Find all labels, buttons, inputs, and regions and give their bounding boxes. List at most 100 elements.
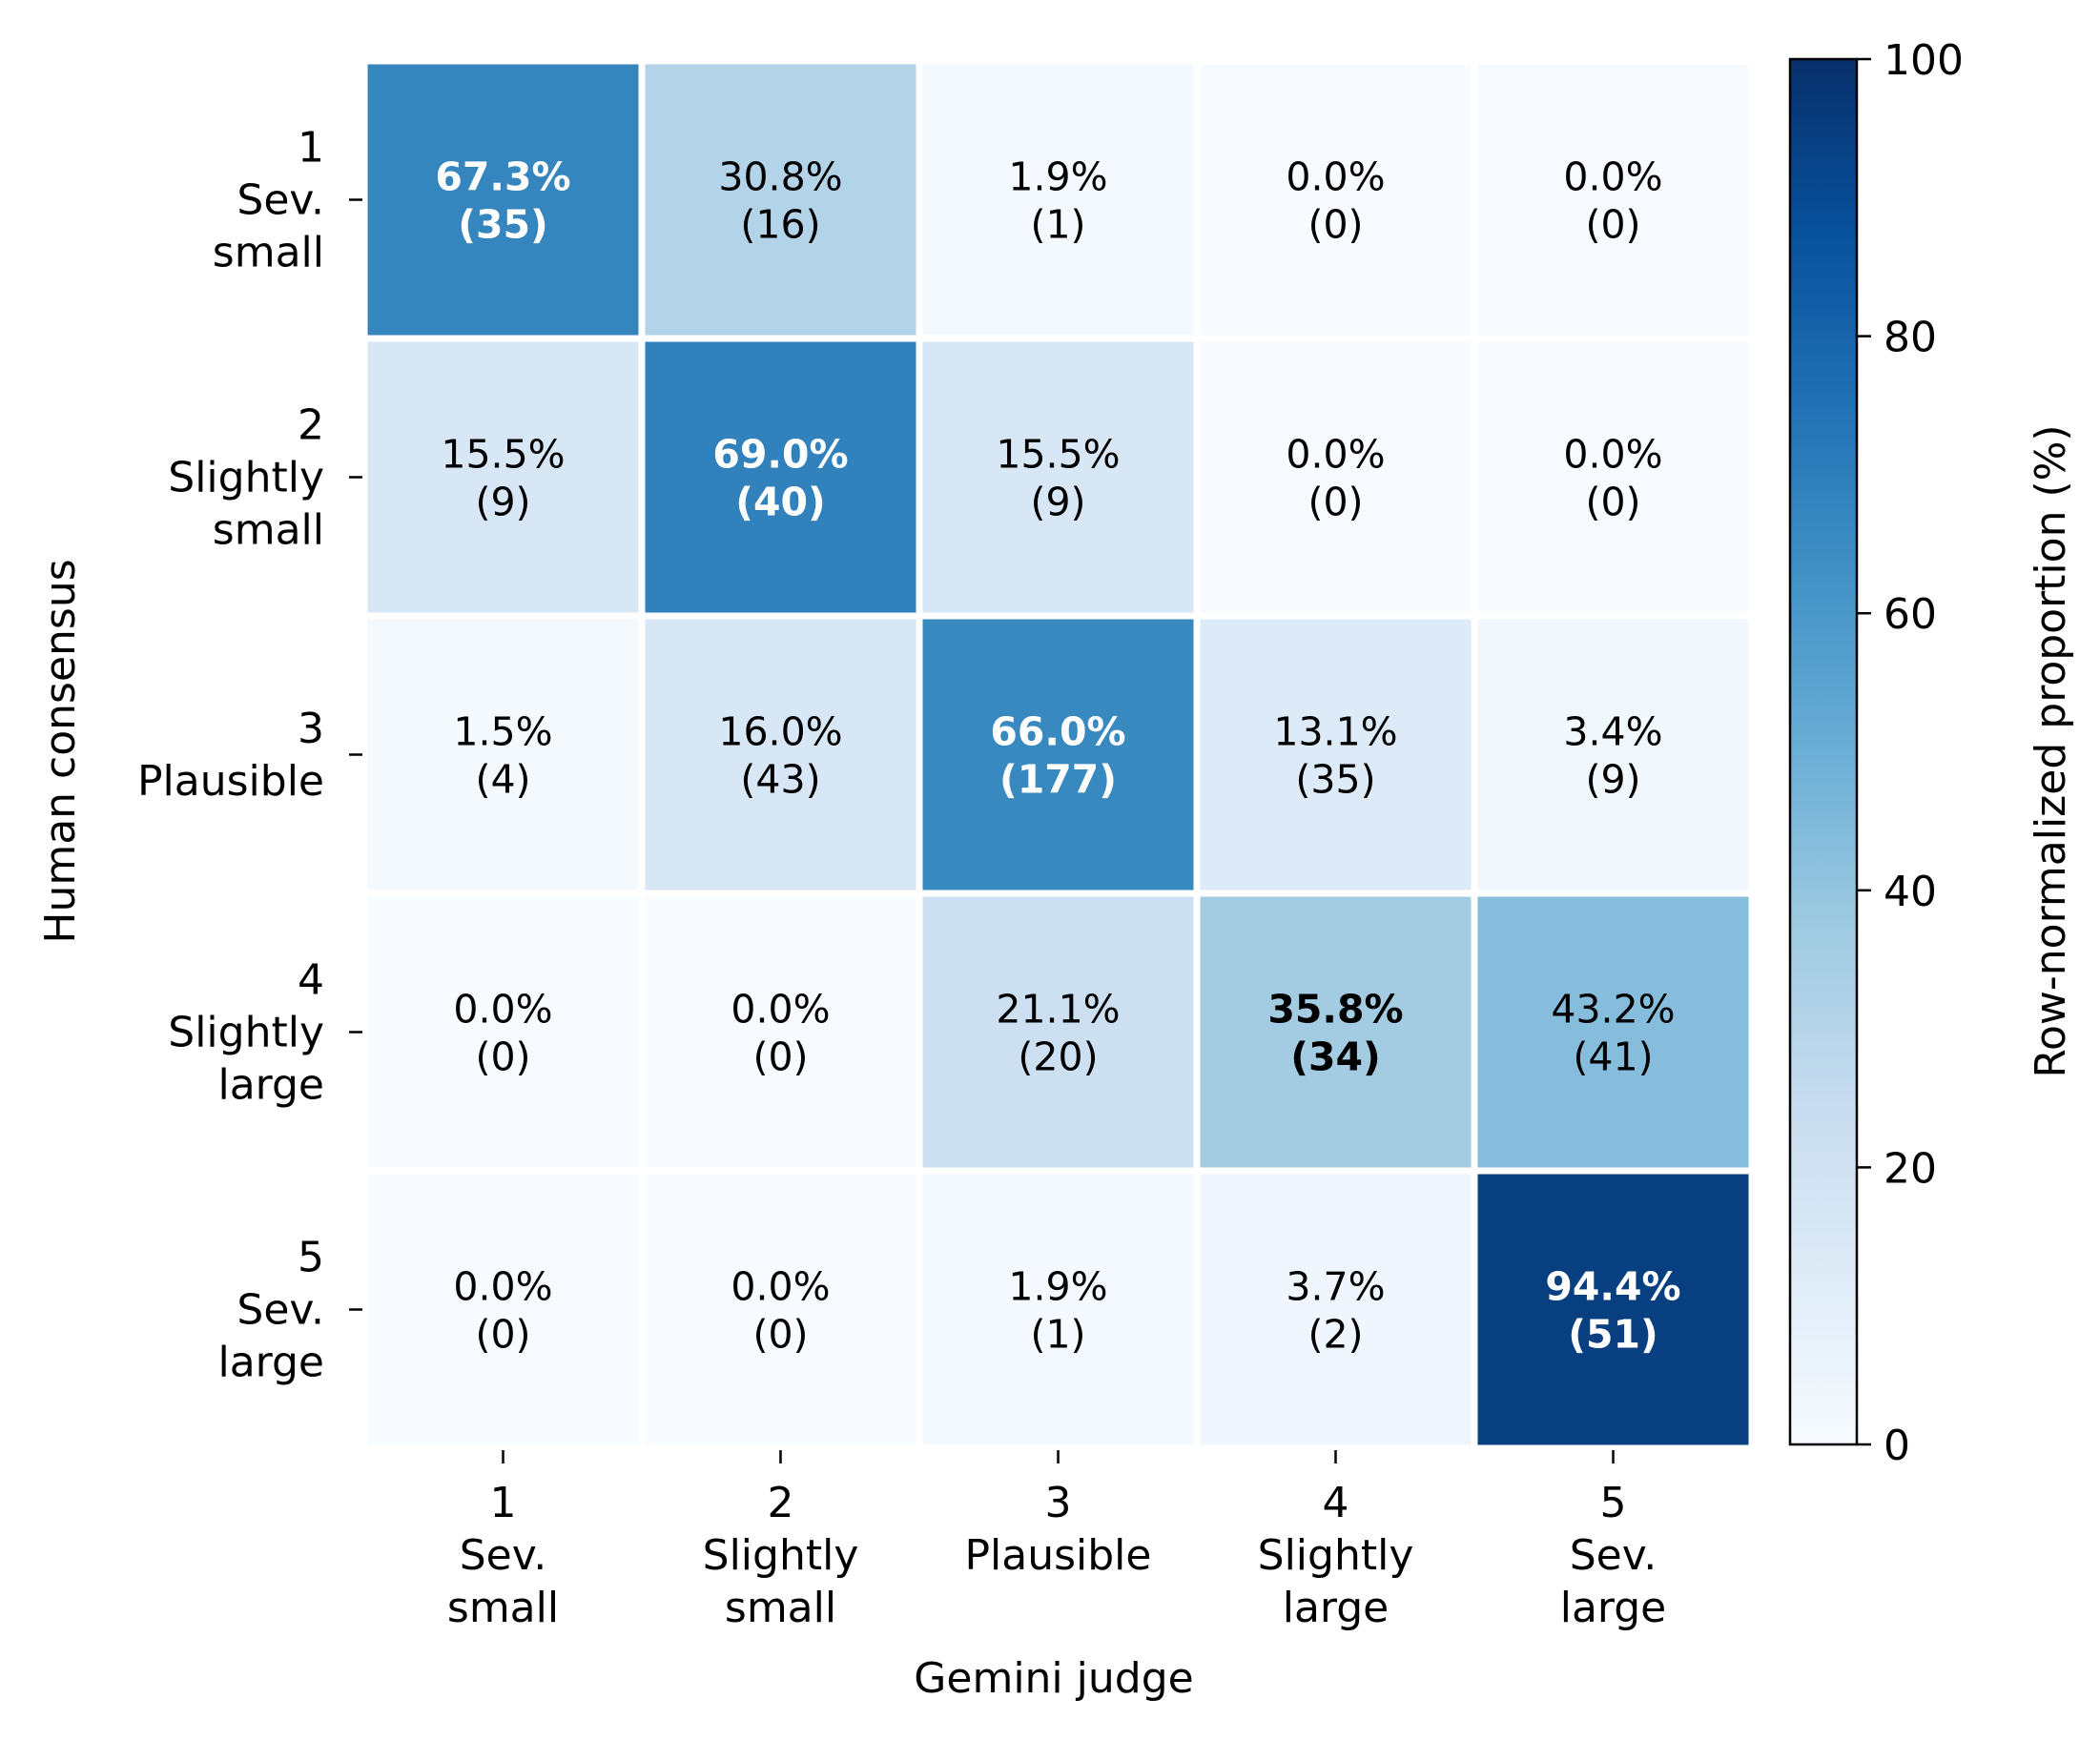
colorbar-tick-label: 40 [1884, 868, 1937, 916]
cell-count-label: (35) [458, 202, 548, 248]
heatmap-cell [367, 1174, 639, 1445]
x-tick-label: 4 [1323, 1479, 1349, 1527]
y-tick-label: Slightly [168, 1009, 324, 1057]
y-tick-label: small [213, 229, 324, 277]
cell-percent-label: 0.0% [453, 987, 552, 1033]
heatmap-cell [645, 1174, 916, 1445]
x-axis-label: Gemini judge [914, 1654, 1193, 1703]
cell-count-label: (9) [1030, 480, 1085, 525]
y-tick-label: Sev. [237, 176, 324, 225]
x-tick-label: large [1560, 1584, 1667, 1632]
y-axis: 1Sev.small2Slightlysmall3Plausible4Sligh… [137, 124, 362, 1387]
y-axis-label: Human consensus [36, 559, 85, 943]
cell-count-label: (16) [740, 202, 820, 248]
colorbar-scale [1788, 57, 1859, 1446]
colorbar-tick-label: 0 [1884, 1422, 1910, 1470]
y-tick-label: small [213, 506, 324, 555]
heatmap-cell [922, 341, 1194, 613]
x-tick-label: Sev. [460, 1531, 547, 1580]
cell-percent-label: 15.5% [441, 432, 565, 478]
y-tick-label: Sev. [237, 1286, 324, 1335]
cell-percent-label: 1.9% [1008, 154, 1107, 200]
x-axis: 1Sev.small2Slightlysmall3Plausible4Sligh… [447, 1450, 1666, 1632]
heatmap-cell [1200, 341, 1472, 613]
cell-count-label: (0) [752, 1312, 808, 1358]
cell-percent-label: 0.0% [731, 1264, 830, 1310]
heatmap-cell [1477, 619, 1749, 890]
cell-count-label: (0) [752, 1034, 808, 1080]
y-tick-label: 5 [298, 1234, 324, 1282]
colorbar-ticks: 0 20 40 60 80 100 [1857, 36, 1964, 1470]
cell-count-label: (0) [1585, 480, 1640, 525]
x-tick-label: 3 [1045, 1479, 1072, 1527]
cell-count-label: (9) [475, 480, 530, 525]
heatmap-cell [1477, 1174, 1749, 1445]
y-tick-label: Slightly [168, 454, 324, 502]
heatmap-cell [922, 619, 1194, 890]
heatmap-cell [1477, 341, 1749, 613]
heatmap-cell [922, 64, 1194, 336]
x-tick-label: 5 [1600, 1479, 1627, 1527]
cell-percent-label: 0.0% [1563, 432, 1662, 478]
y-tick-label: 2 [298, 401, 324, 450]
heatmap-cell [1200, 64, 1472, 336]
colorbar-tick-label: 20 [1884, 1144, 1937, 1193]
heatmap-cell [367, 341, 639, 613]
cell-percent-label: 1.9% [1008, 1264, 1107, 1310]
cell-count-label: (0) [1307, 202, 1363, 248]
cell-count-label: (9) [1585, 757, 1640, 803]
colorbar-tick-label: 80 [1884, 314, 1937, 362]
heatmap-cell [367, 619, 639, 890]
heatmap-cell [922, 1174, 1194, 1445]
cell-count-label: (177) [999, 757, 1117, 803]
heatmap-cell [922, 896, 1194, 1168]
heatmap-cell [645, 896, 916, 1168]
heatmap-cell [1200, 619, 1472, 890]
cell-count-label: (4) [475, 757, 530, 803]
cell-count-label: (40) [735, 480, 826, 525]
colorbar-tick-label: 60 [1884, 590, 1937, 639]
cell-percent-label: 30.8% [718, 154, 842, 200]
y-tick-label: 1 [298, 124, 324, 173]
cell-count-label: (0) [1585, 202, 1640, 248]
cell-percent-label: 15.5% [996, 432, 1120, 478]
cell-count-label: (35) [1295, 757, 1375, 803]
heatmap-cell [1477, 64, 1749, 336]
y-tick-label: 4 [298, 956, 324, 1005]
cell-percent-label: 21.1% [996, 987, 1120, 1033]
colorbar: 0 20 40 60 80 100 Row-normalized proportion (… [1788, 36, 2075, 1470]
heatmap-cell [1200, 1174, 1472, 1445]
cell-percent-label: 94.4% [1545, 1264, 1680, 1310]
heatmap-cell [1200, 896, 1472, 1168]
heatmap-cell [1477, 896, 1749, 1168]
colorbar-tick-label: 100 [1884, 36, 1964, 85]
cell-percent-label: 0.0% [731, 987, 830, 1033]
cell-count-label: (1) [1030, 1312, 1085, 1358]
heatmap-cell [645, 341, 916, 613]
x-tick-label: Plausible [965, 1531, 1152, 1580]
y-tick-label: large [217, 1339, 324, 1387]
cell-count-label: (20) [1018, 1034, 1098, 1080]
cell-count-label: (0) [1307, 480, 1363, 525]
cell-percent-label: 66.0% [990, 709, 1125, 755]
x-tick-label: 2 [768, 1479, 794, 1527]
heatmap-cell [645, 64, 916, 336]
x-tick-label: Slightly [1258, 1531, 1414, 1580]
cell-percent-label: 16.0% [718, 709, 842, 755]
cell-count-label: (51) [1568, 1312, 1658, 1358]
x-tick-label: Sev. [1570, 1531, 1657, 1580]
y-tick-label: large [217, 1061, 324, 1110]
cell-count-label: (0) [475, 1034, 530, 1080]
cell-percent-label: 0.0% [453, 1264, 552, 1310]
cell-percent-label: 0.0% [1286, 432, 1385, 478]
cell-percent-label: 3.4% [1563, 709, 1662, 755]
cell-percent-label: 35.8% [1267, 987, 1403, 1033]
x-tick-label: small [447, 1584, 559, 1632]
cell-percent-label: 43.2% [1551, 987, 1675, 1033]
colorbar-label: Row-normalized proportion (%) [2027, 424, 2075, 1077]
cell-count-label: (1) [1030, 202, 1085, 248]
x-tick-label: small [725, 1584, 836, 1632]
cell-percent-label: 13.1% [1273, 709, 1397, 755]
cell-percent-label: 1.5% [453, 709, 552, 755]
